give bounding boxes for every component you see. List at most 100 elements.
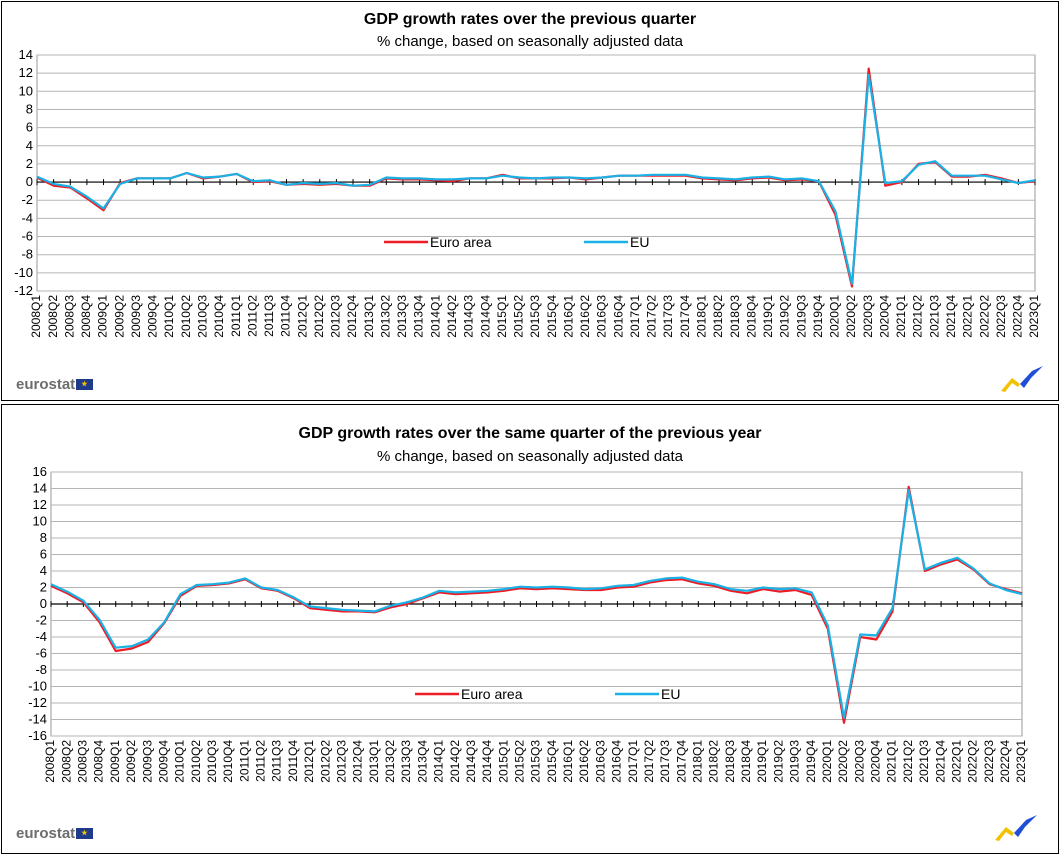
eurostat-logo: eurostat <box>16 376 94 393</box>
x-tick-label: 2020Q1 <box>820 740 834 783</box>
x-tick-label: 2016Q2 <box>578 295 592 338</box>
eurostat-ribbon-logo-icon <box>995 815 1037 841</box>
chart-title: GDP growth rates over the previous quart… <box>363 11 697 28</box>
x-tick-label: 2022Q4 <box>1011 295 1025 338</box>
x-tick-label: 2012Q3 <box>329 295 343 338</box>
x-tick-label: 2017Q3 <box>661 295 675 338</box>
chart-panel-same-quarter-previous-year: GDP growth rates over the same quarter o… <box>1 404 1059 854</box>
x-tick-label: 2014Q2 <box>448 740 462 783</box>
x-tick-label: 2018Q1 <box>695 295 709 338</box>
chart-subtitle: % change, based on seasonally adjusted d… <box>376 448 684 465</box>
x-tick-label: 2009Q2 <box>112 295 126 338</box>
x-tick-label: 2010Q1 <box>173 740 187 783</box>
y-tick-label: -4 <box>35 629 47 644</box>
y-tick-label: 2 <box>40 580 47 595</box>
x-tick-label: 2009Q1 <box>96 295 110 338</box>
x-tick-label: 2022Q2 <box>977 295 991 338</box>
x-tick-label: 2011Q3 <box>270 740 284 782</box>
x-tick-label: 2011Q3 <box>262 295 276 337</box>
x-tick-label: 2014Q2 <box>445 295 459 338</box>
x-tick-label: 2015Q4 <box>545 295 559 338</box>
x-tick-label: 2011Q2 <box>254 740 268 782</box>
y-tick-label: -10 <box>28 679 47 694</box>
x-tick-label: 2011Q1 <box>237 740 251 782</box>
x-tick-label: 2018Q3 <box>723 740 737 783</box>
x-tick-label: 2014Q3 <box>464 740 478 783</box>
x-tick-label: 2015Q1 <box>496 740 510 783</box>
x-tick-label: 2018Q2 <box>707 740 721 783</box>
x-tick-label: 2014Q3 <box>462 295 476 338</box>
x-tick-label: 2010Q4 <box>221 740 235 783</box>
x-tick-label: 2022Q1 <box>961 295 975 338</box>
y-tick-label: 0 <box>26 174 33 189</box>
x-tick-label: 2016Q3 <box>593 740 607 783</box>
x-tick-label: 2009Q4 <box>146 295 160 338</box>
x-tick-label: 2014Q1 <box>432 740 446 783</box>
plot-area <box>36 54 1036 292</box>
x-tick-label: 2010Q3 <box>205 740 219 783</box>
x-tick-label: 2020Q2 <box>836 740 850 783</box>
y-tick-label: -16 <box>28 728 47 743</box>
x-tick-label: 2019Q4 <box>804 740 818 783</box>
x-tick-label: 2018Q4 <box>739 740 753 783</box>
y-tick-label: 16 <box>33 464 47 479</box>
x-tick-label: 2014Q1 <box>428 295 442 338</box>
x-tick-label: 2015Q2 <box>512 295 526 338</box>
x-tick-label: 2013Q2 <box>378 295 392 338</box>
x-tick-label: 2009Q3 <box>129 295 143 338</box>
x-tick-label: 2008Q4 <box>92 740 106 783</box>
y-tick-label: -8 <box>21 247 33 262</box>
x-tick-label: 2014Q4 <box>478 295 492 338</box>
x-tick-label: 2017Q1 <box>626 740 640 783</box>
x-tick-label: 2020Q4 <box>877 295 891 338</box>
y-tick-label: -14 <box>28 712 47 727</box>
x-tick-label: 2021Q3 <box>927 295 941 338</box>
y-tick-label: 4 <box>26 138 33 153</box>
x-tick-label: 2013Q1 <box>362 295 376 338</box>
x-tick-label: 2008Q1 <box>43 740 57 783</box>
x-tick-label: 2013Q4 <box>412 295 426 338</box>
x-tick-label: 2023Q1 <box>1027 295 1041 338</box>
eurostat-logo: eurostat <box>16 825 94 842</box>
y-tick-label: 0 <box>40 596 47 611</box>
x-tick-label: 2021Q4 <box>944 295 958 338</box>
x-tick-label: 2015Q3 <box>529 740 543 783</box>
x-tick-label: 2013Q3 <box>399 740 413 783</box>
legend-label: Euro area <box>430 234 492 250</box>
x-tick-label: 2021Q1 <box>894 295 908 338</box>
chart-subtitle: % change, based on seasonally adjusted d… <box>376 33 684 50</box>
x-tick-label: 2010Q3 <box>196 295 210 338</box>
x-tick-label: 2009Q4 <box>156 740 170 783</box>
x-tick-label: 2009Q2 <box>124 740 138 783</box>
x-tick-label: 2020Q4 <box>869 740 883 783</box>
x-tick-label: 2010Q2 <box>189 740 203 783</box>
x-tick-label: 2008Q3 <box>62 295 76 338</box>
x-tick-label: 2021Q2 <box>911 295 925 338</box>
x-tick-label: 2010Q1 <box>162 295 176 338</box>
series-line-eu <box>36 73 1036 285</box>
x-tick-label: 2019Q2 <box>778 295 792 338</box>
x-tick-label: 2012Q3 <box>334 740 348 783</box>
x-tick-label: 2015Q4 <box>545 740 559 783</box>
x-tick-label: 2012Q2 <box>318 740 332 783</box>
x-tick-label: 2008Q2 <box>46 295 60 338</box>
x-tick-label: 2008Q3 <box>76 740 90 783</box>
x-tick-label: 2011Q1 <box>229 295 243 337</box>
chart-title: GDP growth rates over the same quarter o… <box>298 425 762 442</box>
x-tick-label: 2019Q2 <box>771 740 785 783</box>
y-tick-label: -4 <box>21 210 33 225</box>
eurostat-ribbon-logo-icon <box>1001 366 1043 392</box>
x-tick-label: 2017Q1 <box>628 295 642 338</box>
x-tick-label: 2013Q1 <box>367 740 381 783</box>
x-tick-label: 2018Q1 <box>691 740 705 783</box>
x-tick-label: 2010Q4 <box>212 295 226 338</box>
y-tick-label: 6 <box>26 120 33 135</box>
x-tick-label: 2011Q2 <box>245 295 259 337</box>
series-line-eu <box>50 488 1023 719</box>
x-tick-label: 2008Q1 <box>29 295 43 338</box>
y-tick-label: 8 <box>26 101 33 116</box>
x-tick-label: 2020Q1 <box>828 295 842 338</box>
chart-panel-previous-quarter: GDP growth rates over the previous quart… <box>1 1 1059 401</box>
x-tick-label: 2022Q3 <box>982 740 996 783</box>
